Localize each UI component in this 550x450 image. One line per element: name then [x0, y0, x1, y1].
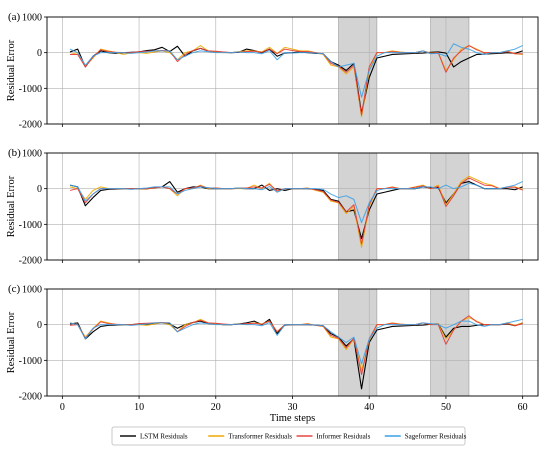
panel-label: (a) [8, 11, 21, 23]
y-tick-label: 1000 [22, 285, 42, 296]
shaded-region [430, 288, 470, 397]
x-tick-label: 20 [211, 402, 221, 413]
panel-c: 1000 0 -1000 -2000 (c) Residual Error [6, 283, 539, 403]
x-tick-label: 60 [518, 402, 528, 413]
legend-label: Sageformer Residuals [405, 433, 467, 441]
y-tick-label: -1000 [19, 356, 42, 367]
x-axis-label: Time steps [270, 413, 315, 424]
legend-label: LSTM Residuals [140, 433, 188, 441]
y-tick-label: 1000 [22, 149, 42, 160]
series-line-sageformer-residuals [69, 43, 523, 98]
shaded-region [338, 16, 378, 125]
shaded-region [430, 16, 470, 125]
legend: LSTM Residuals Transformer Residuals Infor… [111, 426, 467, 446]
x-tick-label: 10 [134, 402, 144, 413]
y-axis-label: Residual Error [6, 39, 17, 101]
y-tick-label: -1000 [19, 84, 42, 95]
shaded-region [338, 288, 378, 397]
y-axis-label: Residual Error [6, 311, 17, 373]
panel-label: (c) [8, 283, 21, 295]
panel-a: 1000 0 -1000 -2000 (a) Residual Error [6, 11, 539, 131]
x-tick-label: 0 [60, 402, 65, 413]
series-line-informer-residuals [70, 45, 523, 116]
y-tick-label: -2000 [19, 120, 42, 131]
series-line-sageformer-residuals [69, 181, 523, 224]
shaded-region [430, 152, 470, 261]
legend-label: Transformer Residuals [228, 433, 292, 441]
x-tick-label: 30 [288, 402, 298, 413]
y-tick-label: 1000 [22, 13, 42, 24]
y-axis-label: Residual Error [6, 175, 17, 237]
legend-box [111, 426, 466, 446]
y-tick-label: -2000 [19, 256, 42, 267]
y-tick-label: -2000 [19, 392, 42, 403]
series-line-lstm-residuals [69, 45, 523, 114]
series-line-sageformer-residuals [69, 318, 523, 365]
y-tick-label: -1000 [19, 220, 42, 231]
y-tick-label: 0 [37, 48, 42, 59]
x-tick-label: 40 [364, 402, 374, 413]
series-line-transformer-residuals [69, 45, 523, 118]
y-tick-label: 0 [37, 320, 42, 331]
panel-label: (b) [8, 147, 21, 159]
y-tick-label: 0 [37, 184, 42, 195]
legend-label: Informer Residuals [317, 433, 371, 441]
x-tick-label: 50 [441, 402, 451, 413]
panel-b: 1000 0 -1000 -2000 (b) Residual Error [6, 147, 539, 267]
